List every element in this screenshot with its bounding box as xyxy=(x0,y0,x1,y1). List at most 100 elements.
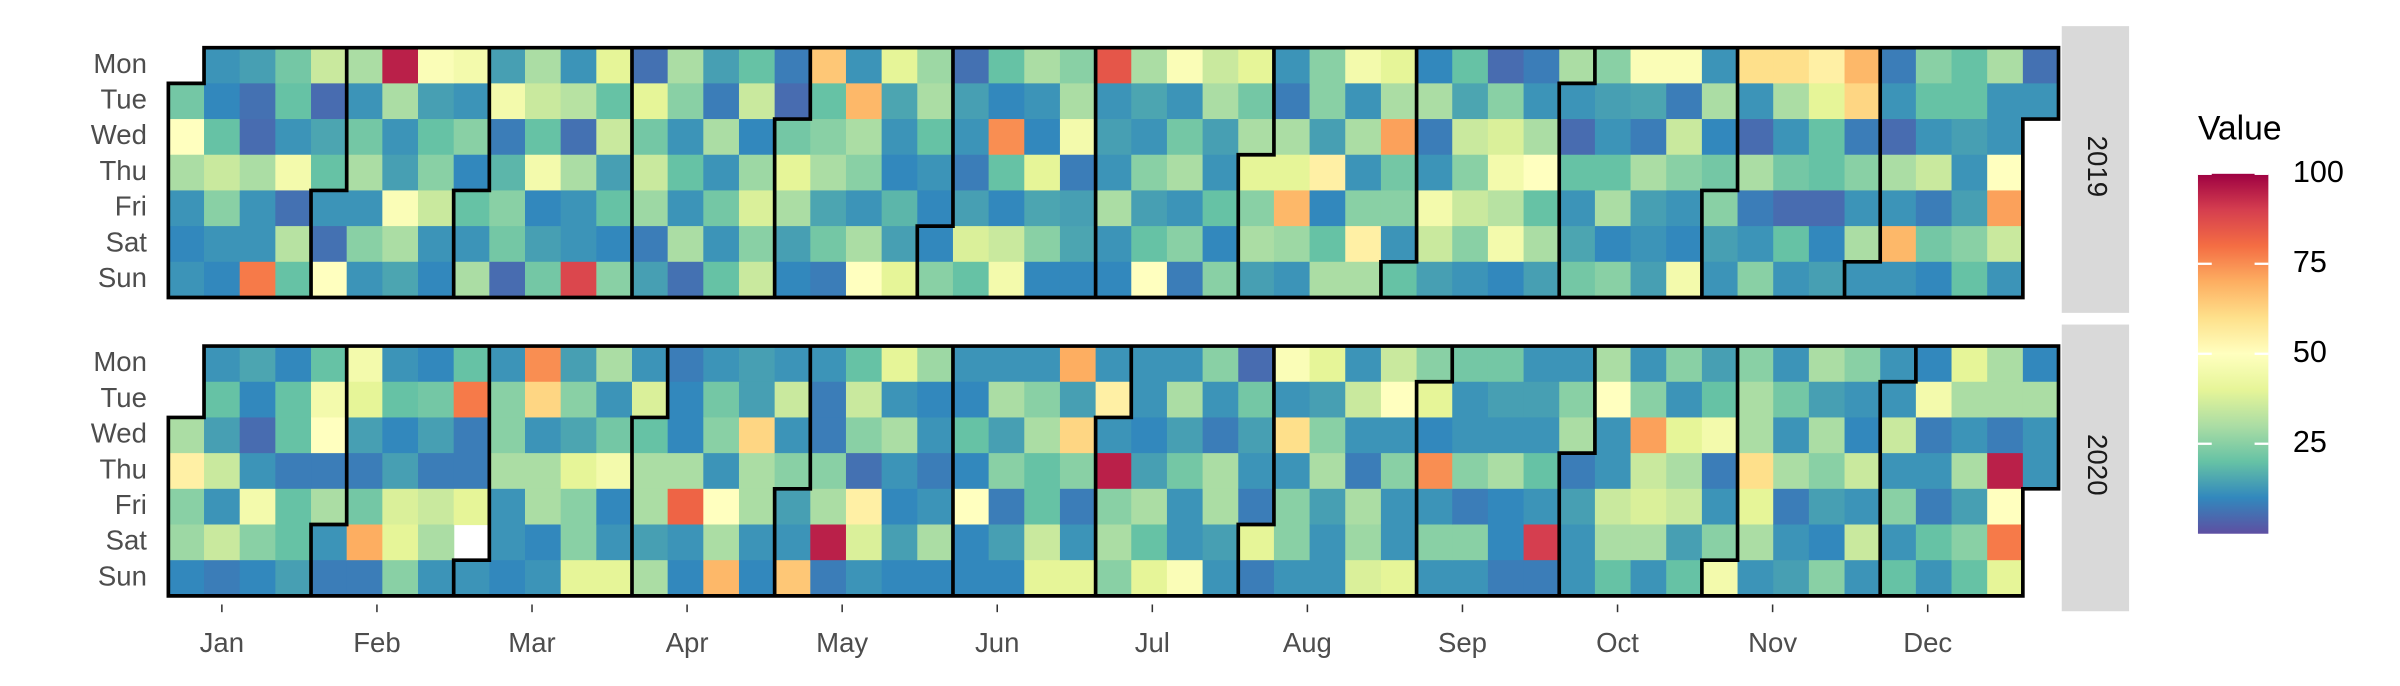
day-cell xyxy=(845,119,883,156)
day-cell xyxy=(489,381,526,419)
day-cell xyxy=(1666,261,1703,299)
day-cell xyxy=(1452,417,1489,454)
day-cell xyxy=(453,226,490,263)
day-cell xyxy=(1915,226,1953,263)
day-cell xyxy=(346,154,383,192)
day-cell xyxy=(1737,488,1774,526)
month-label: Dec xyxy=(1903,627,1952,658)
day-cell xyxy=(1880,453,1917,490)
day-cell xyxy=(1951,381,1988,419)
day-cell xyxy=(1345,226,1382,263)
day-cell xyxy=(1808,560,1846,597)
day-cell xyxy=(1808,417,1846,454)
day-cell xyxy=(1594,417,1632,454)
day-cell xyxy=(1059,154,1097,192)
day-cell xyxy=(917,417,954,454)
day-cell xyxy=(667,83,704,120)
day-cell xyxy=(1059,47,1097,84)
day-cell xyxy=(346,560,383,597)
day-cell xyxy=(1024,190,1061,227)
day-cell xyxy=(596,417,633,454)
day-cell xyxy=(1273,154,1311,192)
day-cell xyxy=(204,261,241,299)
day-cell xyxy=(525,119,562,156)
day-cell xyxy=(560,381,597,419)
day-cell xyxy=(1666,417,1703,454)
day-cell xyxy=(988,261,1025,299)
day-cell xyxy=(596,488,633,526)
day-cell xyxy=(346,119,383,156)
day-cell xyxy=(1737,261,1774,299)
day-cell xyxy=(2022,453,2060,490)
day-cell xyxy=(1273,381,1311,419)
day-cell xyxy=(1452,154,1489,192)
day-cell xyxy=(489,190,526,227)
day-cell xyxy=(204,417,241,454)
day-cell xyxy=(1915,453,1953,490)
day-cell xyxy=(489,119,526,156)
day-cell xyxy=(1987,83,2024,120)
day-cell xyxy=(1131,47,1168,84)
day-cell xyxy=(1951,226,1988,263)
day-cell xyxy=(1095,190,1132,227)
day-cell xyxy=(204,381,241,419)
day-cell xyxy=(1737,190,1774,227)
day-cell xyxy=(418,488,455,526)
day-cell xyxy=(1951,47,1988,84)
day-cell xyxy=(560,560,597,597)
day-cell xyxy=(1844,417,1881,454)
day-cell xyxy=(952,560,990,597)
day-cell xyxy=(525,226,562,263)
weekday-label: Thu xyxy=(99,453,146,484)
day-cell xyxy=(703,119,740,156)
day-cell xyxy=(1487,381,1525,419)
day-cell xyxy=(311,83,348,120)
day-cell xyxy=(917,261,954,299)
day-cell xyxy=(204,119,241,156)
day-cell xyxy=(1808,83,1846,120)
day-cell xyxy=(1808,488,1846,526)
day-cell xyxy=(596,524,633,561)
day-cell xyxy=(1987,261,2024,299)
day-cell xyxy=(1951,524,1988,561)
day-cell xyxy=(1452,560,1489,597)
day-cell xyxy=(1594,47,1632,84)
day-cell xyxy=(418,560,455,597)
day-cell xyxy=(1024,560,1061,597)
day-cell xyxy=(346,488,383,526)
day-cell xyxy=(1487,560,1525,597)
day-cell xyxy=(988,226,1025,263)
day-cell xyxy=(560,47,597,84)
day-cell xyxy=(382,119,419,156)
day-cell xyxy=(525,453,562,490)
day-cell xyxy=(988,453,1025,490)
day-cell xyxy=(382,346,419,383)
day-cell xyxy=(1380,346,1418,383)
day-cell xyxy=(1273,47,1311,84)
day-cell xyxy=(1844,154,1881,192)
day-cell xyxy=(239,119,276,156)
day-cell xyxy=(418,190,455,227)
day-cell xyxy=(1273,488,1311,526)
day-cell xyxy=(560,190,597,227)
day-cell xyxy=(1666,346,1703,383)
day-cell xyxy=(346,47,383,84)
day-cell xyxy=(1915,346,1953,383)
day-cell xyxy=(275,453,312,490)
day-cell xyxy=(1380,226,1418,263)
day-cell xyxy=(1166,226,1204,263)
day-cell xyxy=(952,261,990,299)
day-cell xyxy=(239,226,276,263)
weekday-label: Wed xyxy=(91,418,147,449)
day-cell xyxy=(631,346,669,383)
day-cell xyxy=(275,488,312,526)
day-cell xyxy=(1880,488,1917,526)
day-cell xyxy=(1095,524,1132,561)
weekday-label: Wed xyxy=(91,119,147,150)
day-cell xyxy=(703,453,740,490)
day-cell xyxy=(952,190,990,227)
day-cell xyxy=(418,417,455,454)
day-cell xyxy=(1701,346,1739,383)
day-cell xyxy=(1630,381,1667,419)
day-cell xyxy=(1202,154,1239,192)
